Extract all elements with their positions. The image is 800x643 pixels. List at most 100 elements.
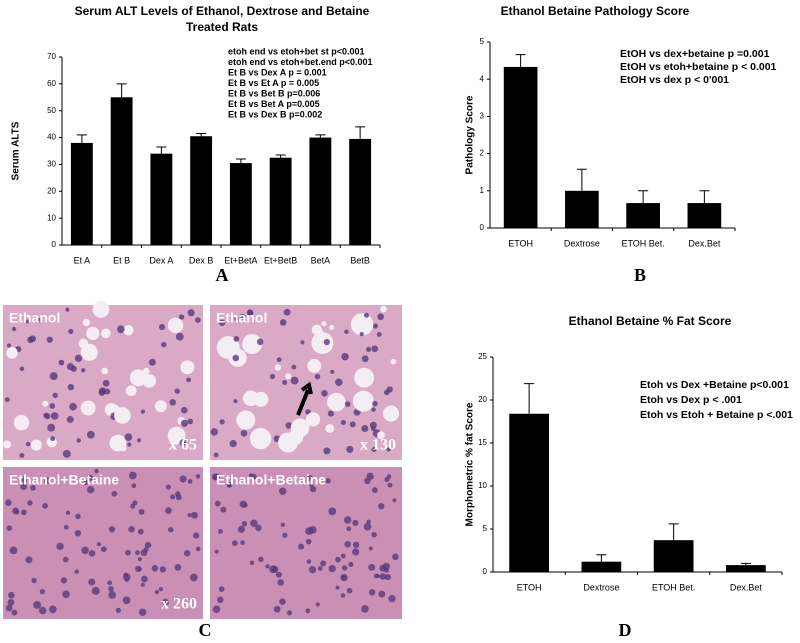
- nucleus: [258, 556, 264, 563]
- nucleus: [213, 473, 220, 481]
- nucleus: [183, 549, 191, 557]
- y-tick-label: 5: [483, 524, 488, 533]
- fat-vacuole: [285, 373, 292, 380]
- nucleus: [115, 607, 121, 613]
- x-tick-label: Et A: [74, 255, 91, 265]
- fat-vacuole: [119, 444, 127, 452]
- nucleus: [123, 572, 129, 578]
- nucleus: [218, 319, 226, 327]
- fat-vacuole: [125, 385, 137, 397]
- nucleus: [76, 438, 82, 443]
- nucleus: [378, 590, 386, 598]
- nucleus: [131, 483, 137, 489]
- nucleus: [65, 307, 70, 312]
- y-tick-label: 60: [47, 79, 56, 88]
- nucleus: [68, 328, 74, 335]
- nucleus: [372, 400, 378, 407]
- x-tick-label: Et B: [113, 255, 130, 265]
- nucleus: [239, 313, 246, 320]
- panel-label: C: [199, 620, 212, 640]
- nucleus: [214, 500, 221, 507]
- fat-vacuole: [321, 321, 327, 327]
- annotation: EtOH vs etoh+betaine p < 0.001: [620, 61, 777, 73]
- nucleus: [74, 569, 79, 574]
- y-tick-label: 70: [47, 52, 56, 61]
- x-tick-label: ETOH: [517, 582, 542, 592]
- x-tick-label: ETOH Bet.: [621, 238, 664, 248]
- nucleus: [371, 345, 379, 353]
- fat-vacuole: [274, 364, 282, 371]
- nucleus: [346, 587, 353, 594]
- nucleus: [282, 379, 288, 385]
- magnification: x 130: [360, 437, 396, 454]
- nucleus: [305, 538, 312, 545]
- bar: [229, 163, 252, 245]
- nucleus: [25, 441, 31, 447]
- nucleus: [237, 525, 245, 533]
- y-tick-label: 0: [52, 240, 57, 249]
- nucleus: [275, 571, 282, 578]
- y-tick-label: 3: [480, 112, 485, 121]
- annotation: Et B vs Bet B p=0.006: [228, 88, 320, 98]
- nucleus: [128, 525, 135, 533]
- nucleus: [352, 548, 360, 556]
- y-tick-label: 10: [478, 481, 487, 490]
- nucleus: [386, 447, 391, 452]
- nucleus: [136, 438, 142, 443]
- fat-vacuole: [325, 424, 335, 433]
- nucleus: [187, 513, 192, 518]
- fat-vacuole: [180, 360, 195, 375]
- nucleus: [148, 358, 156, 366]
- fat-vacuole: [314, 328, 324, 337]
- error-bar: [275, 154, 286, 158]
- nucleus: [285, 422, 293, 429]
- micrograph-label: Ethanol+Betaine: [9, 472, 119, 488]
- nucleus: [193, 532, 200, 539]
- micrograph: Ethanol x 130: [210, 305, 402, 460]
- nucleus: [5, 499, 12, 506]
- x-tick-label: ETOH: [508, 238, 533, 248]
- nucleus: [21, 476, 28, 483]
- panel-label: A: [216, 265, 229, 285]
- fat-vacuole: [101, 328, 111, 339]
- nucleus: [135, 550, 140, 556]
- nucleus: [12, 507, 19, 515]
- nucleus: [346, 526, 352, 532]
- nucleus: [141, 575, 148, 583]
- nucleus: [368, 563, 376, 571]
- chart-title: Ethanol Betaine % Fat Score: [569, 314, 732, 328]
- nucleus: [108, 586, 114, 592]
- nucleus: [42, 502, 48, 509]
- x-tick-label: BetB: [350, 255, 370, 265]
- nucleus: [74, 529, 82, 537]
- nucleus: [50, 436, 56, 442]
- nucleus: [88, 550, 96, 557]
- nucleus: [33, 600, 42, 609]
- y-tick-label: 40: [47, 133, 56, 142]
- nucleus: [128, 471, 137, 480]
- nucleus: [86, 486, 95, 494]
- nucleus: [217, 596, 224, 604]
- fat-vacuole: [242, 390, 259, 407]
- nucleus: [298, 543, 305, 550]
- y-tick-label: 0: [480, 223, 485, 232]
- nucleus: [140, 549, 148, 557]
- nucleus: [279, 319, 287, 326]
- annotation: Etoh vs Dex +Betaine p<0.001: [640, 379, 789, 391]
- y-tick-label: 15: [478, 438, 487, 447]
- nucleus: [308, 525, 317, 534]
- error-bar: [116, 83, 127, 98]
- fat-vacuole: [80, 400, 96, 416]
- nucleus: [321, 390, 328, 397]
- error-bar: [515, 54, 526, 67]
- nucleus: [370, 426, 376, 431]
- nucleus: [240, 540, 245, 546]
- nucleus: [328, 565, 336, 573]
- nucleus: [273, 605, 281, 613]
- nucleus: [286, 610, 293, 616]
- nucleus: [265, 564, 270, 569]
- error-bar: [576, 168, 587, 191]
- nucleus: [125, 549, 131, 556]
- nucleus: [43, 412, 49, 418]
- nucleus: [187, 479, 193, 484]
